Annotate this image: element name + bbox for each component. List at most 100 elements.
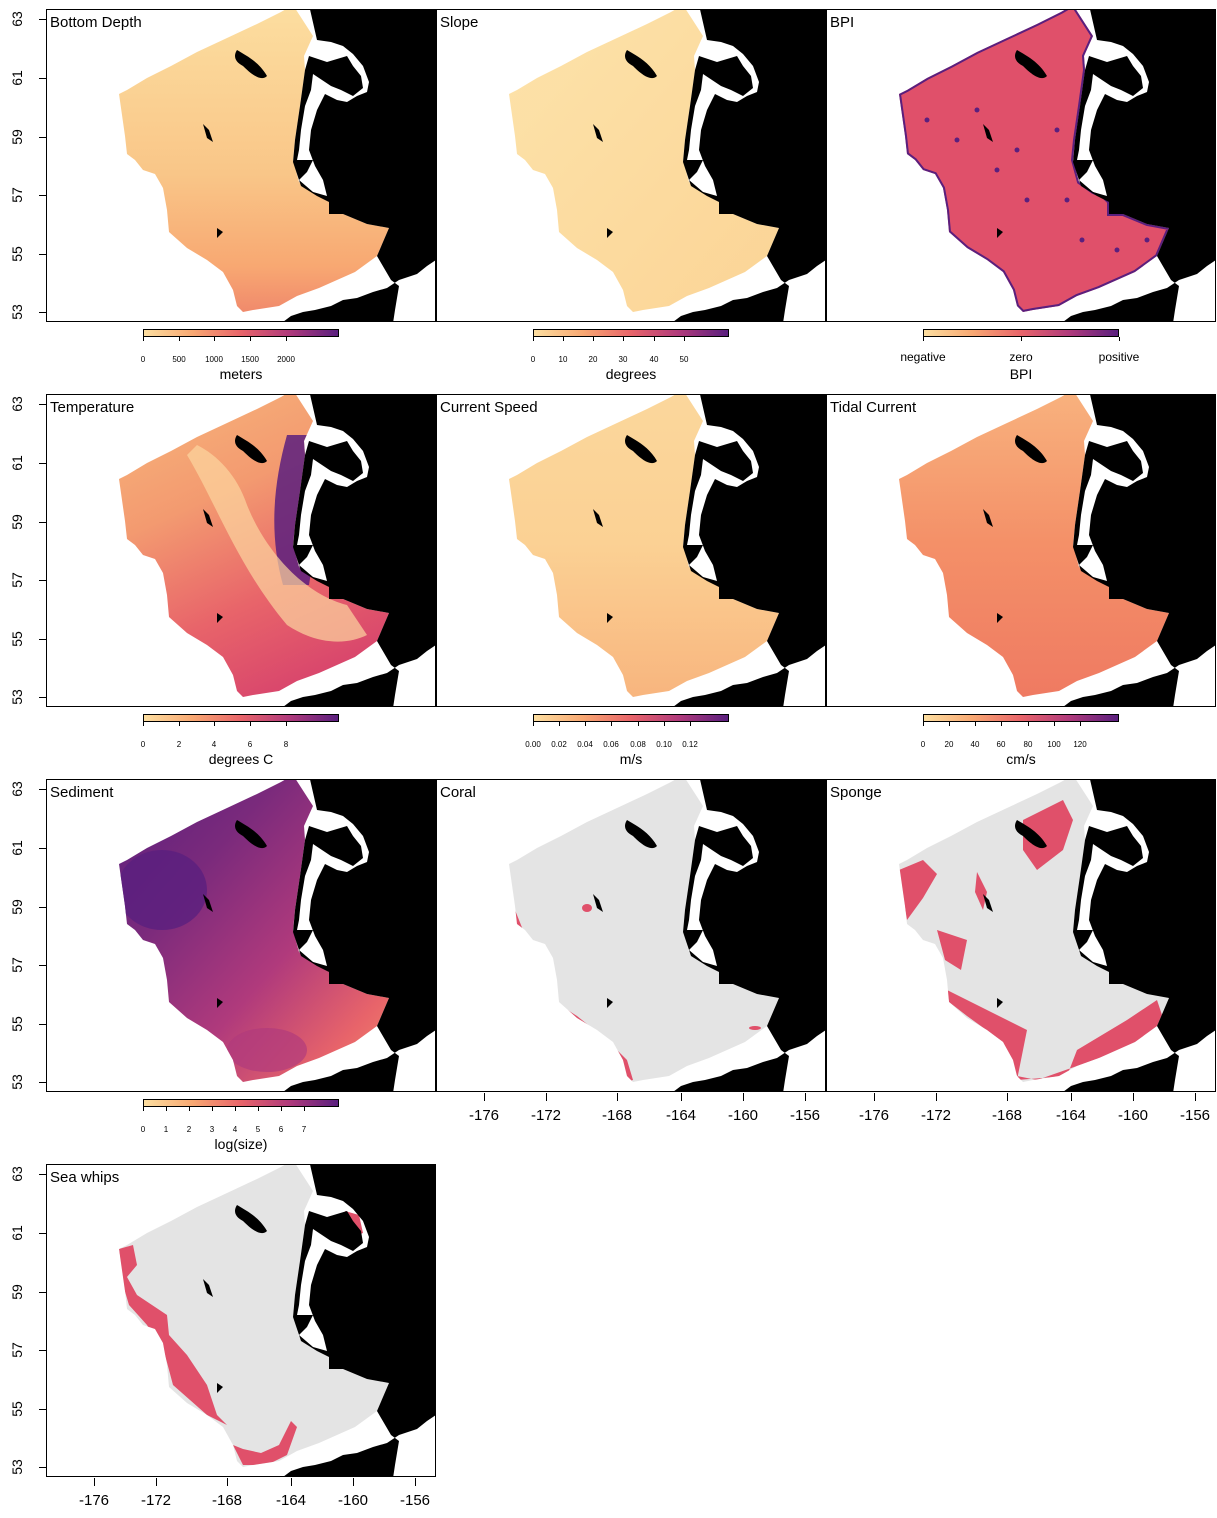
x-tick-mark [1071, 1093, 1072, 1101]
map-temperature [119, 395, 435, 706]
island [607, 613, 613, 623]
legend-tick-mark [1028, 722, 1029, 726]
legend-tick-label: 1000 [205, 355, 223, 364]
y-tick-mark [39, 522, 46, 523]
bpi-feature [1014, 147, 1020, 153]
shelf-region [509, 10, 779, 312]
legend-tick-mark [304, 1107, 305, 1111]
bpi-feature [1144, 237, 1150, 243]
legend-temperature: 0 2 4 6 8 degrees C [141, 714, 339, 774]
legend-tick-mark [975, 722, 976, 726]
map-panel-current-speed: Current Speed [436, 394, 826, 707]
panel-title: Bottom Depth [50, 14, 142, 31]
y-tick-mark [39, 1292, 46, 1293]
bpi-feature [1064, 197, 1070, 203]
y-tick-label: 53 [9, 1074, 25, 1090]
legend-tick-label: 0 [140, 740, 146, 749]
color-scale-bar [533, 714, 729, 722]
panel-title: Sediment [50, 784, 114, 801]
y-tick-label: 63 [9, 781, 25, 797]
y-tick-label: 61 [9, 840, 25, 856]
shelf-region [119, 780, 389, 1082]
island [217, 1383, 223, 1393]
legend-tick-mark [166, 1107, 167, 1111]
sea-whip-presence [119, 1245, 227, 1425]
legend-tick-label: 0 [920, 740, 926, 749]
x-tick-mark [1007, 1093, 1008, 1101]
legend-tick-label: 0.04 [577, 740, 593, 749]
shelf-region [509, 395, 779, 697]
map-sponge [899, 780, 1215, 1091]
legend-sediment: 0 1 2 3 4 5 6 7 log(size) [141, 1099, 339, 1159]
bpi-feature [924, 117, 930, 123]
legend-tick-mark [179, 337, 180, 341]
land-mass [284, 780, 435, 1091]
panel-title: Sponge [830, 784, 882, 801]
legend-unit-label: m/s [619, 751, 643, 767]
legend-tick-label: 2 [186, 1125, 192, 1134]
sponge-presence [975, 872, 987, 910]
legend-tick-label: 6 [278, 1125, 284, 1134]
map-panel-sediment: Sediment [46, 779, 436, 1092]
color-scale-bar [143, 329, 339, 337]
coral-presence [749, 1026, 761, 1030]
map-panel-sea-whips: Sea whips [46, 1164, 436, 1477]
y-tick-label: 57 [9, 1342, 25, 1358]
legend-tick-label: 80 [1023, 740, 1033, 749]
legend-tick-label: 20 [944, 740, 954, 749]
island [983, 509, 993, 527]
island [625, 435, 657, 464]
x-tick-label: -172 [920, 1107, 952, 1124]
x-tick-label: -168 [991, 1107, 1023, 1124]
map-panel-temperature: Temperature [46, 394, 436, 707]
legend-category-label: negative [900, 350, 946, 364]
sponge-presence [1023, 800, 1073, 870]
y-tick-label: 59 [9, 129, 25, 145]
legend-tick-mark [585, 722, 586, 726]
legend-tick-mark [923, 722, 924, 726]
legend-tick-label: 0.06 [603, 740, 619, 749]
legend-tick-mark [690, 722, 691, 726]
island [997, 228, 1003, 238]
legend-tick-label: 0.00 [525, 740, 541, 749]
y-tick-mark [39, 1024, 46, 1025]
map-slope [509, 10, 825, 321]
x-tick-mark [1195, 1093, 1196, 1101]
legend-tick-label: 500 [172, 355, 186, 364]
shelf-region [899, 10, 1169, 312]
y-tick-mark [39, 848, 46, 849]
y-axis-row-2: 63 61 59 57 55 53 [0, 394, 46, 707]
legend-tick-mark [286, 722, 287, 726]
island [235, 50, 267, 79]
legend-tick-label: 120 [1073, 740, 1087, 749]
y-tick-mark [39, 639, 46, 640]
y-tick-mark [39, 697, 46, 698]
land-mass [674, 10, 825, 321]
legend-tick-label: 7 [301, 1125, 307, 1134]
legend-tick-label: 0.02 [551, 740, 567, 749]
legend-tick-mark [664, 722, 665, 726]
map-bottom-depth [119, 10, 435, 321]
legend-tick-label: 2 [176, 740, 182, 749]
y-tick-label: 57 [9, 572, 25, 588]
island [1015, 820, 1047, 849]
legend-unit-label: degrees C [208, 751, 274, 767]
legend-tick-label: 6 [247, 740, 253, 749]
bpi-feature [954, 137, 960, 143]
y-tick-mark [39, 1409, 46, 1410]
bpi-feature [994, 167, 1000, 173]
legend-tick-mark [143, 1107, 144, 1111]
legend-tick-label: 0.08 [630, 740, 646, 749]
island [997, 998, 1003, 1008]
land-mass [674, 395, 825, 706]
legend-tick-mark [214, 722, 215, 726]
land-mass [1064, 10, 1215, 321]
legend-unit-label: meters [219, 366, 263, 382]
island [1015, 435, 1047, 464]
legend-tick-mark [533, 337, 534, 341]
x-tick-mark [291, 1478, 292, 1486]
legend-tick-label: 2000 [277, 355, 295, 364]
legend-tick-mark [250, 337, 251, 341]
x-axis-sea-whips: -176 -172 -168 -164 -160 -156 [46, 1478, 436, 1518]
land-mass [1064, 395, 1215, 706]
